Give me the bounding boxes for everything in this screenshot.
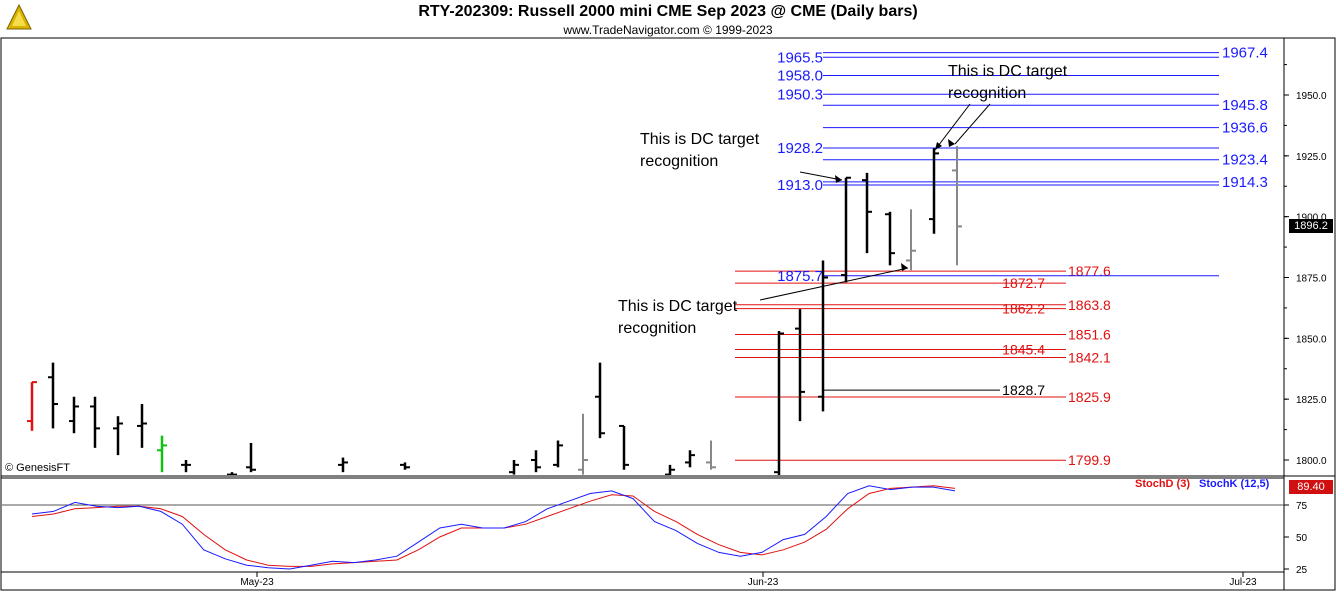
price-bar: [795, 309, 805, 422]
price-bar: [906, 209, 916, 271]
level-label: 1928.2: [777, 140, 823, 157]
level-label: 1863.8: [1068, 297, 1111, 313]
level-label: 1950.3: [777, 86, 823, 103]
price-tick-label: 1875.0: [1296, 274, 1327, 285]
annotation: This is DC target recognition: [640, 131, 843, 183]
date-tick-label: May-23: [240, 577, 274, 588]
annotation: This is DC target recognition: [934, 63, 1068, 151]
annotation-text-line2: recognition: [640, 153, 718, 170]
level-label: 1958.0: [777, 68, 823, 85]
price-bar: [246, 442, 256, 473]
price-bar: [885, 211, 895, 266]
annotation-arrowhead: [835, 175, 842, 183]
annotation-arrowhead: [901, 263, 908, 271]
stoch-d-legend: StochD (3): [1135, 478, 1190, 490]
level-label: 1862.2: [1002, 301, 1045, 317]
price-bar: [553, 440, 563, 468]
annotation-text-line1: This is DC target: [948, 63, 1068, 80]
price-bar: [774, 331, 784, 475]
chart-frame: [0, 37, 1336, 591]
price-bar: [685, 450, 695, 468]
date-tick-label: Jun-23: [748, 577, 779, 588]
price-bar: [157, 435, 167, 473]
stoch-tick-label: 50: [1296, 533, 1308, 544]
price-bar: [862, 172, 872, 254]
price-bar: [113, 416, 123, 456]
price-bar: [509, 460, 519, 475]
price-bar: [227, 472, 237, 475]
level-label: 1851.6: [1068, 326, 1111, 342]
level-label: 1875.7: [777, 268, 823, 285]
price-tick-label: 1800.0: [1296, 456, 1327, 467]
level-label: 1845.4: [1002, 342, 1045, 358]
price-bar: [181, 460, 191, 473]
annotation: This is DC target recognition: [618, 263, 909, 337]
level-label: 1936.6: [1222, 120, 1268, 137]
chart-subtitle: www.TradeNavigator.com © 1999-2023: [563, 23, 773, 37]
annotation-text-line2: recognition: [948, 85, 1026, 102]
price-bar: [929, 148, 939, 234]
price-bar: [69, 396, 79, 434]
data-credit: © GenesisFT: [5, 462, 70, 474]
level-label: 1799.9: [1068, 452, 1111, 468]
price-bar: [818, 260, 828, 412]
level-label: 1913.0: [777, 177, 823, 194]
annotation-text-line2: recognition: [618, 320, 696, 337]
level-label: 1967.4: [1222, 45, 1268, 62]
trade-navigator-logo-icon: [6, 3, 32, 30]
date-tick-label: Jul-23: [1229, 577, 1257, 588]
stoch-tick-label: 25: [1296, 565, 1308, 576]
price-tick-label: 1950.0: [1296, 91, 1327, 102]
annotation-text-line1: This is DC target: [640, 131, 760, 148]
current-stoch-badge: 89.40: [1289, 479, 1333, 494]
stoch-k-legend: StochK (12,5): [1199, 478, 1270, 490]
level-label: 1965.5: [777, 49, 823, 66]
level-label: 1945.8: [1222, 97, 1268, 114]
level-label: 1872.7: [1002, 275, 1045, 291]
price-bar: [338, 457, 348, 473]
price-bar: [400, 462, 410, 470]
price-bar: [706, 440, 716, 470]
price-tick-label: 1900.0: [1296, 213, 1327, 224]
price-bar: [531, 450, 541, 473]
stoch-k-line: [31, 485, 956, 570]
price-bar: [27, 381, 37, 431]
price-tick-label: 1925.0: [1296, 152, 1327, 163]
level-label: 1923.4: [1222, 152, 1268, 169]
price-bar: [619, 424, 629, 470]
price-tick-label: 1825.0: [1296, 395, 1327, 406]
annotation-text-line1: This is DC target: [618, 298, 738, 315]
price-bar: [578, 413, 588, 475]
price-bar: [90, 396, 100, 448]
stoch-d-line: [31, 485, 956, 567]
annotation-arrowhead: [935, 142, 942, 150]
annotation-arrowhead: [948, 139, 955, 147]
current-price-badge: 1896.2: [1289, 218, 1333, 233]
annotation-arrow: [934, 103, 971, 151]
price-bar: [841, 176, 851, 283]
annotation-arrow: [759, 267, 909, 301]
level-label: 1828.7: [1002, 382, 1045, 398]
price-tick-label: 1850.0: [1296, 334, 1327, 345]
level-label: 1877.6: [1068, 263, 1111, 279]
annotation-arrow: [799, 171, 843, 181]
stoch-tick-label: 75: [1296, 501, 1308, 512]
price-bar: [137, 404, 147, 448]
price-bar: [665, 464, 675, 475]
chart-title: RTY-202309: Russell 2000 mini CME Sep 20…: [418, 3, 918, 20]
level-label: 1914.3: [1222, 174, 1268, 191]
level-label: 1842.1: [1068, 350, 1111, 366]
price-bar: [48, 362, 58, 429]
price-bar: [952, 146, 962, 266]
annotation-arrow: [954, 103, 991, 145]
level-label: 1825.9: [1068, 389, 1111, 405]
price-bar: [595, 362, 605, 439]
